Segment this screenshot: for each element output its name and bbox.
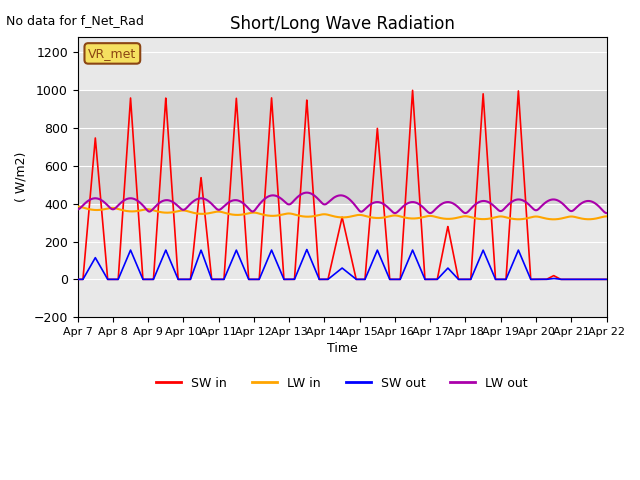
Bar xyxy=(77,90,607,204)
Text: VR_met: VR_met xyxy=(88,47,136,60)
Legend: SW in, LW in, SW out, LW out: SW in, LW in, SW out, LW out xyxy=(151,372,533,395)
Title: Short/Long Wave Radiation: Short/Long Wave Radiation xyxy=(230,15,454,33)
Text: No data for f_Net_Rad: No data for f_Net_Rad xyxy=(6,14,144,27)
X-axis label: Time: Time xyxy=(326,342,358,356)
Y-axis label: ( W/m2): ( W/m2) xyxy=(15,152,28,203)
